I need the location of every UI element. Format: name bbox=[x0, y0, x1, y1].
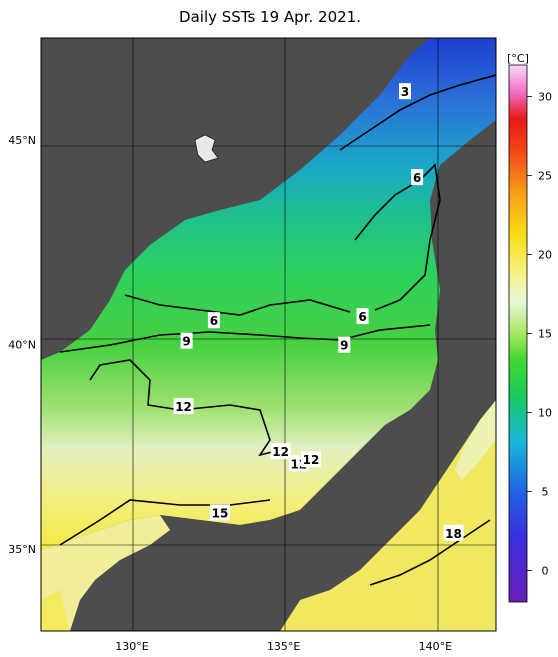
contour-label: 12 bbox=[300, 451, 321, 468]
svg-text:6: 6 bbox=[358, 310, 366, 324]
colorbar-tick-label: 15 bbox=[538, 328, 552, 341]
contour-15 bbox=[59, 499, 271, 546]
colorbar-tick-label: 20 bbox=[538, 249, 552, 262]
longitude-labels: 130°E 135°E 140°E bbox=[115, 640, 452, 653]
colorbar-tick-label: 10 bbox=[538, 406, 552, 419]
latitude-labels: 45°N 40°N 35°N bbox=[8, 134, 36, 556]
graticule bbox=[41, 38, 496, 631]
svg-text:18: 18 bbox=[445, 527, 462, 541]
contour-label: 12 bbox=[173, 398, 194, 415]
contour-label: 15 bbox=[209, 504, 230, 521]
colorbar-tick-label: 5 bbox=[542, 485, 549, 498]
map-title: Daily SSTs 19 Apr. 2021. bbox=[179, 8, 361, 26]
contour-label: 9 bbox=[180, 332, 193, 349]
svg-text:12: 12 bbox=[303, 453, 320, 467]
svg-text:12: 12 bbox=[175, 400, 192, 414]
contour-6-north bbox=[354, 163, 441, 311]
svg-text:6: 6 bbox=[210, 314, 218, 328]
contour-label: 6 bbox=[356, 308, 369, 325]
svg-text:12: 12 bbox=[272, 445, 289, 459]
contour-9 bbox=[59, 324, 431, 353]
lat-label: 45°N bbox=[8, 134, 36, 147]
svg-text:6: 6 bbox=[413, 171, 421, 185]
pacific-sea bbox=[280, 400, 496, 631]
lat-label: 40°N bbox=[8, 339, 36, 352]
contour-18 bbox=[369, 519, 491, 586]
lat-label: 35°N bbox=[8, 543, 36, 556]
isotherm-contours bbox=[59, 74, 496, 586]
svg-text:15: 15 bbox=[212, 506, 229, 520]
lon-label: 130°E bbox=[115, 640, 148, 653]
colorbar-unit: [°C] bbox=[507, 52, 529, 65]
contour-label: 6 bbox=[207, 312, 220, 329]
svg-text:9: 9 bbox=[182, 335, 190, 349]
lon-label: 135°E bbox=[267, 640, 300, 653]
svg-text:3: 3 bbox=[401, 85, 409, 99]
colorbar-tick-label: 0 bbox=[542, 564, 549, 577]
contour-label: 3 bbox=[399, 83, 411, 100]
southwest-sea bbox=[41, 515, 170, 631]
contour-label: 6 bbox=[411, 169, 424, 186]
colorbar: [°C] 0 5 10 15 20 25 30 bbox=[507, 52, 552, 603]
contour-6-west bbox=[124, 294, 351, 316]
colorbar-ticks: 0 5 10 15 20 25 30 bbox=[527, 91, 552, 577]
island-shape bbox=[194, 134, 219, 163]
contour-3 bbox=[339, 74, 496, 151]
colorbar-scale bbox=[508, 64, 528, 603]
contour-label: 18 bbox=[443, 524, 464, 541]
japan-land bbox=[150, 360, 470, 631]
sea-of-japan bbox=[41, 38, 496, 550]
contour-label: 12 bbox=[270, 443, 291, 460]
plot-frame bbox=[40, 37, 497, 632]
pacific-sea-light bbox=[455, 400, 496, 480]
southwest-sea-2 bbox=[41, 590, 70, 631]
svg-text:9: 9 bbox=[340, 339, 348, 353]
lon-label: 140°E bbox=[419, 640, 452, 653]
map-plot-area bbox=[41, 38, 496, 631]
colorbar-tick-label: 30 bbox=[538, 91, 552, 104]
colorbar-tick-label: 25 bbox=[538, 170, 552, 183]
contour-label: 9 bbox=[338, 336, 351, 353]
